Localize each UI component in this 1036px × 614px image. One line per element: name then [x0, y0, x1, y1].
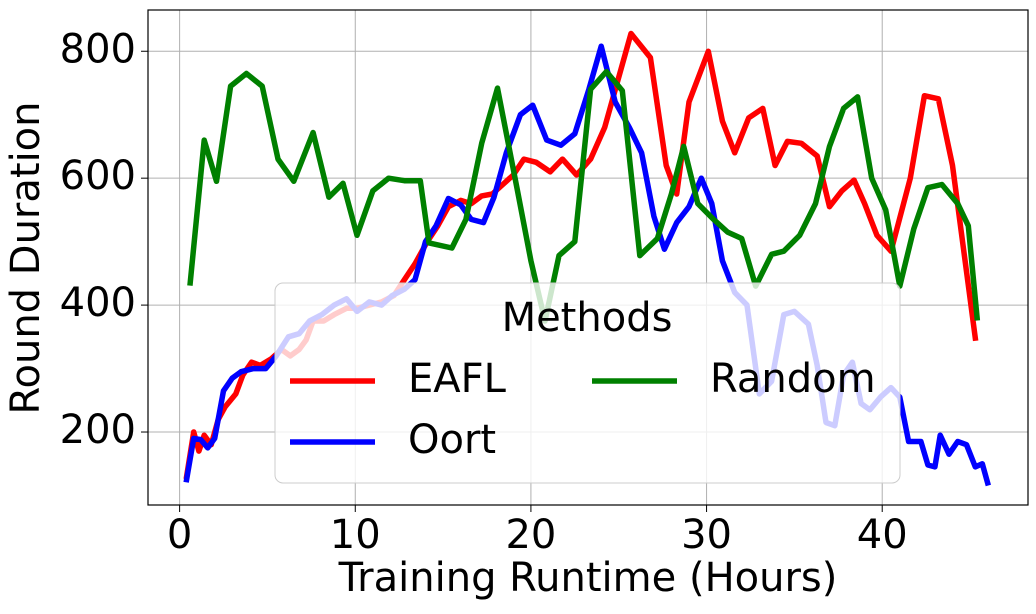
- x-tick-label: 30: [681, 512, 732, 558]
- y-tick-label: 600: [60, 153, 136, 199]
- plot-frame: [147, 9, 1029, 506]
- x-tick-label: 10: [330, 512, 381, 558]
- x-tick-label: 40: [857, 512, 908, 558]
- y-tick-label: 400: [60, 280, 136, 326]
- y-tick-label: 800: [60, 26, 136, 72]
- x-axis-label: Training Runtime (Hours): [338, 555, 838, 601]
- x-tick-label: 0: [167, 512, 192, 558]
- legend: Methods EAFL Oort Random: [274, 282, 901, 484]
- legend-label: EAFL: [408, 356, 507, 402]
- x-tick-label: 20: [505, 512, 556, 558]
- legend-label: Oort: [408, 417, 496, 463]
- y-tick-label: 200: [60, 407, 136, 453]
- legend-label: Random: [710, 356, 876, 402]
- legend-box: [274, 282, 901, 484]
- y-axis-label: Round Duration: [3, 101, 49, 414]
- data-line: [187, 68, 981, 324]
- legend-title: Methods: [502, 295, 673, 341]
